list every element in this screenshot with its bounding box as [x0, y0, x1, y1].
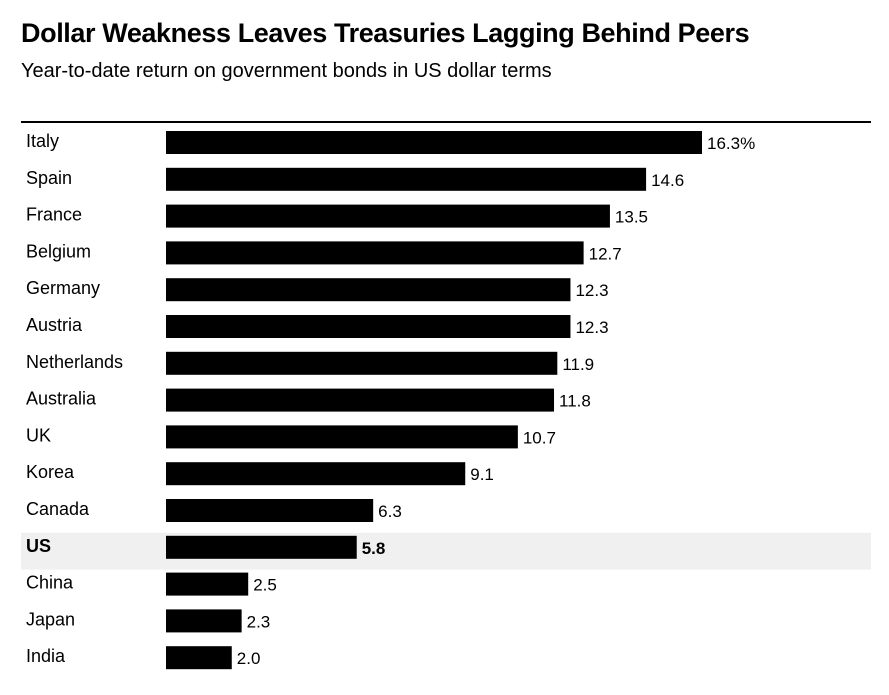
- chart-title: Dollar Weakness Leaves Treasuries Laggin…: [21, 18, 750, 48]
- category-label-japan: Japan: [26, 609, 75, 629]
- value-label-china: 2.5: [253, 576, 277, 595]
- bar-uk: [166, 425, 518, 449]
- bar-france: [166, 204, 610, 228]
- category-label-italy: Italy: [26, 131, 59, 151]
- value-label-india: 2.0: [237, 649, 261, 668]
- category-label-belgium: Belgium: [26, 241, 91, 261]
- bar-netherlands: [166, 351, 558, 375]
- bar-canada: [166, 499, 374, 522]
- bar-italy: [166, 131, 702, 154]
- value-label-korea: 9.1: [470, 465, 494, 484]
- value-label-france: 13.5: [615, 208, 648, 227]
- bar-belgium: [166, 241, 584, 265]
- value-label-austria: 12.3: [575, 318, 608, 337]
- bar-australia: [166, 388, 555, 412]
- highlight-row-us: [21, 532, 871, 570]
- bar-korea: [166, 462, 466, 486]
- category-label-korea: Korea: [26, 462, 75, 482]
- category-label-netherlands: Netherlands: [26, 352, 123, 372]
- bar-germany: [166, 278, 571, 302]
- category-label-us: US: [26, 536, 51, 556]
- category-label-china: China: [26, 573, 74, 593]
- value-label-belgium: 12.7: [589, 244, 622, 263]
- bar-china: [166, 572, 249, 596]
- bar-india: [166, 646, 232, 670]
- value-label-australia: 11.8: [559, 392, 591, 411]
- category-label-canada: Canada: [26, 499, 90, 519]
- value-label-canada: 6.3: [378, 502, 402, 521]
- value-label-japan: 2.3: [247, 612, 271, 631]
- value-label-us: 5.8: [362, 539, 386, 558]
- value-label-uk: 10.7: [523, 428, 556, 447]
- top-rule: [21, 121, 871, 123]
- value-label-netherlands: 11.9: [562, 355, 594, 374]
- category-label-uk: UK: [26, 425, 51, 445]
- chart-subtitle: Year-to-date return on government bonds …: [21, 60, 552, 82]
- value-label-spain: 14.6: [651, 171, 684, 190]
- bar-japan: [166, 609, 242, 633]
- category-label-germany: Germany: [26, 278, 100, 298]
- category-label-india: India: [26, 646, 66, 666]
- category-label-spain: Spain: [26, 168, 72, 188]
- value-label-germany: 12.3: [575, 281, 608, 300]
- bar-spain: [166, 167, 647, 191]
- category-label-france: France: [26, 205, 82, 225]
- bar-us: [166, 535, 357, 559]
- value-label-italy: 16.3%: [707, 134, 755, 153]
- category-label-australia: Australia: [26, 389, 97, 409]
- bar-austria: [166, 315, 571, 338]
- category-label-austria: Austria: [26, 315, 83, 335]
